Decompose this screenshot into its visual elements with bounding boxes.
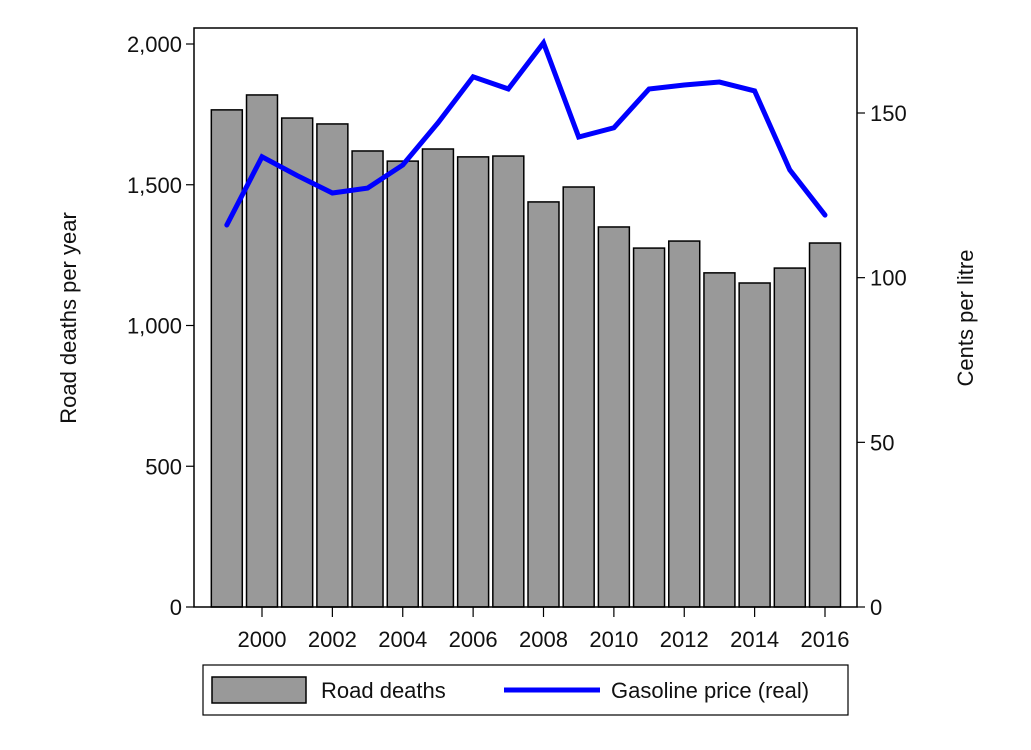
bar-2009 [562,186,595,608]
bar-2006 [456,156,490,608]
y-tick-label-right: 150 [870,101,907,126]
bar-2010 [597,226,631,608]
y-axis-right: 0 50 100 150 [857,101,907,620]
y-tick-label-left: 1,500 [127,173,182,198]
y-axis-left: 0 500 1,000 1,500 2,000 [127,32,194,620]
bar-2011 [632,247,666,608]
bars-layer [210,94,842,608]
y-tick-label-left: 500 [145,454,182,479]
y-tick-label-right: 100 [870,266,907,291]
x-tick-label: 2012 [660,627,709,652]
y-tick-label-left: 2,000 [127,32,182,57]
x-tick-label: 2004 [378,627,427,652]
gasoline-price-line [224,37,828,228]
bar-2014 [738,282,771,608]
bar-2004 [386,160,419,608]
bar-2008 [527,201,560,608]
y-tick-label-right: 0 [870,595,882,620]
x-tick-label: 2006 [449,627,498,652]
y-tick-label-left: 1,000 [127,314,182,339]
legend-label-road-deaths: Road deaths [321,678,446,703]
bar-2012 [668,240,701,608]
y-tick-label-left: 0 [170,595,182,620]
y-tick-label-right: 50 [870,430,894,455]
plot-frame [193,27,858,608]
x-tick-label: 2014 [730,627,779,652]
bar-2007 [492,155,525,608]
x-axis: 2000 2002 2004 2006 2008 2010 2012 2014 2016 [238,607,850,652]
y-axis-title-right: Cents per litre [953,250,978,387]
legend-swatch-road-deaths [211,676,307,704]
bar-2003 [351,150,384,608]
bar-2000 [245,94,279,608]
bar-2002 [316,123,349,608]
bar-2001 [280,117,314,608]
bar-2015 [773,267,807,608]
y-axis-title-left: Road deaths per year [56,212,81,424]
bar-1999 [210,109,244,608]
line-layer [224,37,828,228]
bar-2005 [421,148,455,608]
x-tick-label: 2010 [589,627,638,652]
legend: Road deaths Gasoline price (real) [202,664,849,716]
x-tick-label: 2008 [519,627,568,652]
x-tick-label: 2000 [238,627,287,652]
bar-2013 [703,272,736,608]
legend-label-gasoline-price: Gasoline price (real) [611,678,809,703]
x-tick-label: 2002 [308,627,357,652]
x-tick-label: 2016 [801,627,850,652]
bar-2016 [808,242,842,608]
